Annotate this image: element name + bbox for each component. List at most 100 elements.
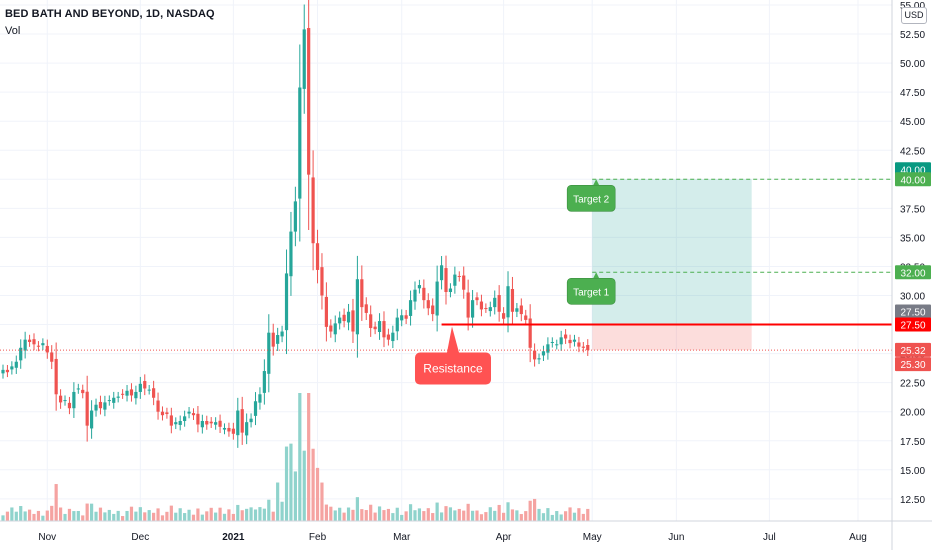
volume-bar	[85, 503, 89, 521]
volume-bar	[41, 515, 45, 521]
volume-bar	[222, 513, 227, 521]
volume-bar	[169, 505, 173, 521]
time-axis: Nov Dec 2021 Feb Mar Apr May Jun Jul Aug	[0, 520, 932, 543]
candle-body	[515, 308, 519, 312]
volume-bar	[121, 516, 125, 521]
volume-bar	[107, 509, 111, 521]
candle-body	[72, 391, 76, 409]
volume-bar	[218, 507, 222, 521]
candle-body	[484, 308, 488, 310]
candle-body	[488, 307, 492, 312]
x-tick-label: Aug	[849, 532, 867, 543]
candle-body	[550, 341, 554, 343]
volume-bar	[298, 393, 302, 521]
trade-zones	[592, 179, 752, 351]
price-label-tag	[895, 342, 931, 357]
candle-body	[391, 332, 395, 342]
x-tick-label: May	[583, 532, 602, 543]
volume-bar	[267, 499, 271, 521]
candle-body	[364, 304, 368, 313]
candle-body	[501, 313, 506, 319]
x-tick-label: Apr	[496, 532, 512, 543]
candle-body	[466, 292, 470, 318]
candle-body	[165, 412, 169, 415]
candle-body	[19, 347, 23, 361]
candle-body	[307, 28, 311, 175]
y-tick-label: 35.00	[900, 233, 925, 244]
candle-body	[564, 334, 568, 339]
candle-body	[267, 332, 271, 374]
candle-body	[116, 396, 120, 398]
volume-bar	[572, 512, 577, 521]
candle-body	[439, 265, 444, 281]
volume-bar	[546, 508, 550, 521]
price-label-tag	[895, 265, 931, 280]
candle-body	[191, 413, 196, 416]
candle-body	[324, 296, 328, 327]
candle-body	[14, 361, 18, 368]
volume-bar	[524, 511, 528, 521]
candle-body	[577, 342, 581, 347]
volume-bar	[1, 515, 5, 521]
volume-bar	[333, 510, 337, 521]
candle-body	[568, 339, 572, 344]
candle-body	[67, 402, 72, 409]
volume-bar	[90, 503, 94, 521]
candle-body	[289, 231, 293, 277]
volume-bar	[200, 514, 204, 521]
candle-body	[169, 415, 173, 426]
volume-bar	[493, 510, 497, 521]
volume-bar	[391, 513, 395, 521]
price-levels	[0, 178, 892, 351]
volume-bar	[143, 512, 147, 521]
volume-bar	[116, 510, 120, 521]
volume-bar	[466, 503, 470, 521]
volume-bar	[386, 508, 391, 521]
candle-body	[315, 243, 320, 270]
y-tick-label: 55.00	[900, 1, 925, 12]
candle-body	[400, 315, 404, 321]
volume-bar	[19, 506, 23, 521]
candle-body	[293, 201, 297, 232]
target-1-callout-box	[566, 277, 616, 305]
volume-bar	[103, 512, 107, 521]
candle-body	[431, 305, 435, 315]
candle-body	[377, 321, 382, 332]
candle-body	[493, 297, 497, 308]
volume-bar	[14, 511, 18, 521]
volume-bar	[510, 509, 515, 521]
candle-body	[417, 285, 422, 289]
candle-body	[537, 358, 541, 360]
price-label-text: 25.32	[900, 346, 925, 357]
volume-bar	[453, 510, 457, 521]
currency-button[interactable]: USD	[901, 7, 927, 24]
candle-body	[581, 346, 585, 348]
candle-body	[76, 388, 80, 390]
volume-bar	[50, 505, 54, 521]
chart-annotations: Target 2 Target 1 Resistance	[414, 179, 616, 385]
volume-bar	[346, 507, 351, 521]
volume-bar	[369, 504, 373, 521]
volume-bar	[284, 446, 289, 521]
volume-bar	[351, 509, 355, 521]
candle-body	[298, 87, 302, 199]
target-2-callout-text: Target 2	[573, 194, 610, 205]
candle-body	[457, 275, 461, 277]
volume-bar	[45, 510, 49, 521]
volume-bar	[435, 502, 439, 521]
candle-body	[373, 326, 377, 330]
candle-body	[422, 287, 426, 301]
y-tick-label: 37.50	[900, 204, 925, 215]
price-label-text: 25.30	[900, 360, 925, 371]
volume-bar	[360, 509, 364, 521]
candle-body	[205, 421, 209, 425]
volume-bar	[426, 508, 430, 521]
resistance-callout-box	[414, 352, 491, 385]
candle-body	[497, 295, 501, 312]
candle-body	[134, 391, 138, 399]
candle-body	[284, 273, 289, 331]
volume-bar	[559, 514, 563, 521]
candle-body	[143, 381, 147, 389]
volume-bar	[577, 508, 581, 521]
